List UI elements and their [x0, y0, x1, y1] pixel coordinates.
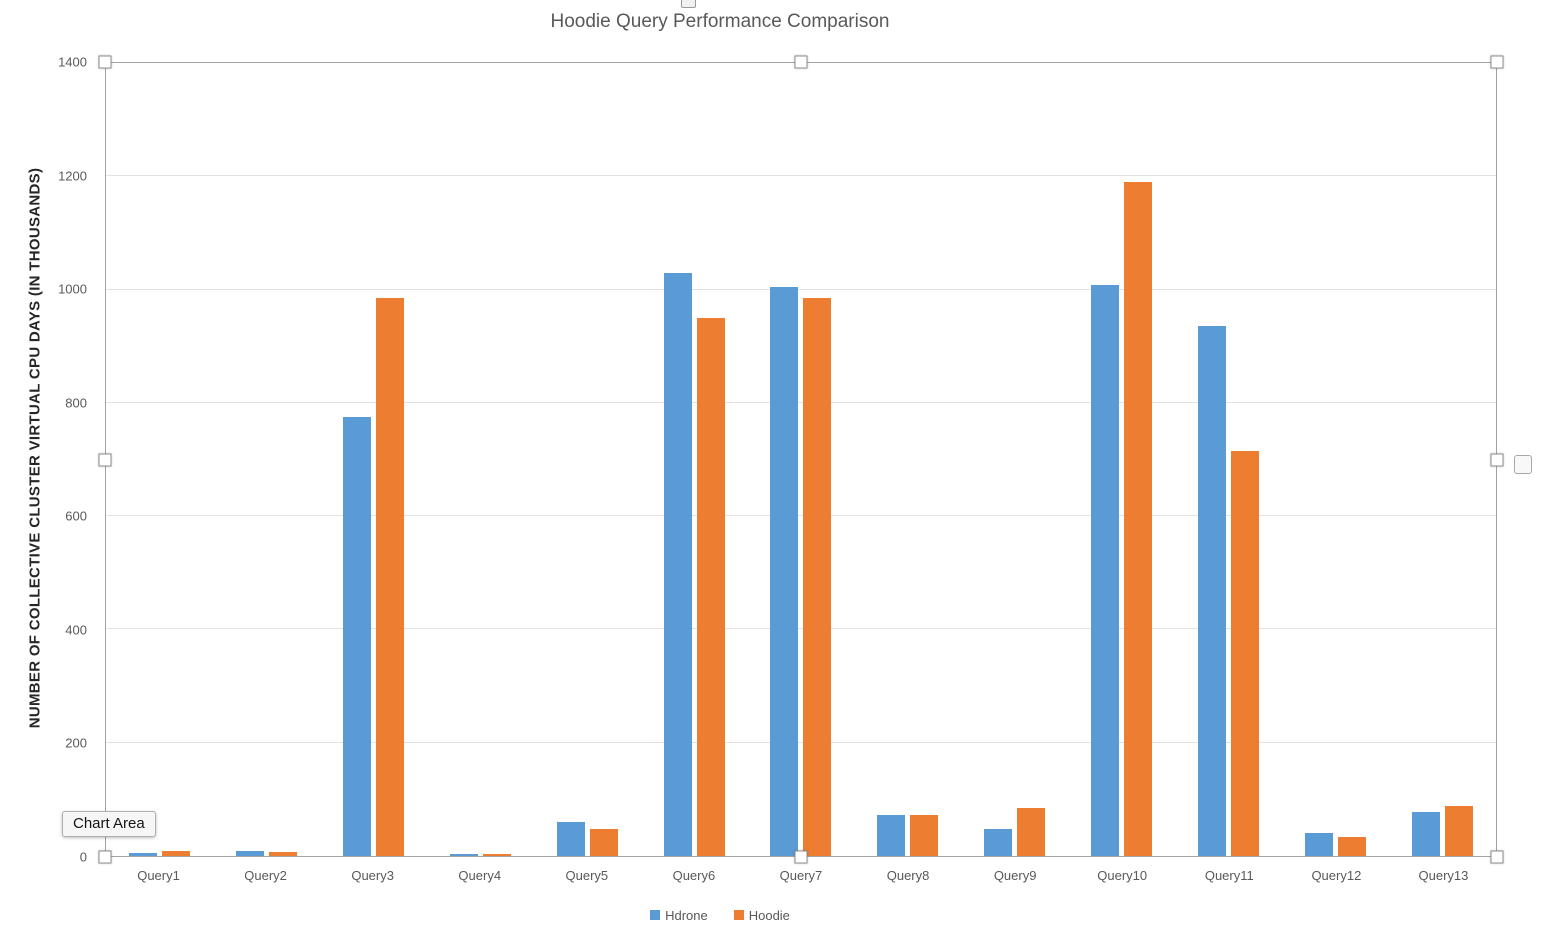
bar-hdrone-query4[interactable]: [449, 854, 478, 856]
selection-handle-mid-right[interactable]: [1490, 453, 1504, 467]
bar-hdrone-query13[interactable]: [1412, 811, 1441, 856]
selection-handle-bottom-left[interactable]: [98, 850, 112, 864]
y-tick-label-800: 800: [65, 395, 87, 411]
x-axis-label-query6: Query6: [672, 868, 716, 883]
gridline-600: [106, 515, 1496, 517]
bar-hdrone-query10[interactable]: [1091, 285, 1120, 856]
y-tick-label-200: 200: [65, 735, 87, 751]
bar-hdrone-query2[interactable]: [235, 851, 264, 856]
legend-label-hdrone: Hdrone: [665, 907, 708, 923]
bar-hoodie-query13[interactable]: [1445, 806, 1474, 856]
selection-handle-chart-right[interactable]: [1514, 455, 1532, 474]
selection-handle-top-left[interactable]: [98, 55, 112, 69]
bar-hoodie-query11[interactable]: [1231, 451, 1260, 856]
x-axis-label-query13: Query13: [1418, 868, 1469, 883]
bar-group-query4: [427, 63, 534, 856]
bar-hoodie-query7[interactable]: [803, 298, 832, 856]
bar-group-query12: [1282, 63, 1389, 856]
bar-group-query1: [106, 63, 213, 856]
legend[interactable]: Hdrone Hoodie: [105, 905, 1335, 925]
bar-hoodie-query9[interactable]: [1017, 807, 1046, 856]
bar-hoodie-query1[interactable]: [161, 851, 190, 856]
legend-item-hoodie[interactable]: Hoodie: [733, 907, 790, 923]
selection-handle-chart-top[interactable]: [681, 0, 696, 8]
bar-group-query2: [213, 63, 320, 856]
x-axis-label-query7: Query7: [779, 868, 823, 883]
bar-hoodie-query5[interactable]: [589, 828, 618, 856]
bar-hoodie-query2[interactable]: [268, 852, 297, 856]
bar-hdrone-query7[interactable]: [770, 286, 799, 856]
bar-hoodie-query6[interactable]: [696, 317, 725, 856]
x-axis-label-query1: Query1: [137, 868, 180, 883]
x-axis-label-query11: Query11: [1204, 868, 1254, 883]
selection-handle-bottom-right[interactable]: [1490, 850, 1504, 864]
x-axis-label-query10: Query10: [1097, 868, 1148, 883]
bar-group-query5: [534, 63, 641, 856]
bar-hoodie-query4[interactable]: [482, 853, 511, 856]
bar-hdrone-query1[interactable]: [128, 853, 157, 856]
bar-hdrone-query8[interactable]: [877, 815, 906, 856]
bar-hdrone-query6[interactable]: [663, 272, 692, 856]
legend-label-hoodie: Hoodie: [748, 907, 790, 923]
bar-group-query7: [748, 63, 855, 856]
y-tick-label-1000: 1000: [58, 281, 87, 297]
selection-handle-top-right[interactable]: [1490, 55, 1504, 69]
selection-handle-top-center[interactable]: [794, 55, 808, 69]
y-tick-label-400: 400: [65, 622, 87, 638]
x-axis-label-query3: Query3: [351, 868, 394, 883]
bar-hoodie-query3[interactable]: [375, 298, 404, 856]
gridline-800: [106, 401, 1496, 403]
x-axis-label-query9: Query9: [993, 868, 1037, 883]
gridline-200: [106, 741, 1496, 743]
x-axis-label-query2: Query2: [244, 868, 287, 883]
x-axis-label-query12: Query12: [1311, 868, 1362, 883]
bar-group-query6: [641, 63, 748, 856]
bar-group-query8: [854, 63, 961, 856]
y-tick-label-600: 600: [65, 508, 87, 524]
y-tick-label-1200: 1200: [58, 168, 87, 184]
legend-swatch-hoodie: [733, 910, 744, 920]
bar-hdrone-query5[interactable]: [556, 822, 585, 856]
bar-hdrone-query9[interactable]: [984, 828, 1013, 856]
selection-handle-bottom-center[interactable]: [794, 850, 808, 864]
x-axis-label-query8: Query8: [886, 868, 930, 883]
bar-hdrone-query11[interactable]: [1198, 326, 1227, 856]
bar-hoodie-query8[interactable]: [910, 815, 939, 856]
bar-group-query13: [1389, 63, 1496, 856]
selection-handle-mid-left[interactable]: [98, 453, 112, 467]
gridline-400: [106, 628, 1496, 630]
legend-item-hdrone[interactable]: Hdrone: [650, 908, 708, 923]
legend-swatch-hdrone: [650, 910, 661, 920]
chart-area-tooltip: Chart Area: [62, 811, 156, 837]
plot-area[interactable]: [105, 62, 1497, 857]
bar-group-query3: [320, 63, 427, 856]
bar-hoodie-query12[interactable]: [1338, 837, 1367, 856]
y-axis-ticks: 0 200 400 600 800 1000 1200 1400: [0, 55, 97, 865]
gridline-1200: [106, 175, 1496, 177]
bar-hdrone-query3[interactable]: [342, 417, 371, 856]
bar-hdrone-query12[interactable]: [1305, 833, 1334, 856]
chart-title[interactable]: Hoodie Query Performance Comparison: [550, 11, 890, 32]
x-axis-labels: Query1 Query2 Query3 Query4 Query5 Query6 Quer…: [105, 868, 1497, 888]
x-axis-label-query5: Query5: [565, 868, 609, 883]
bar-group-query10: [1068, 63, 1175, 856]
x-axis-label-query4: Query4: [458, 868, 502, 883]
bar-group-query11: [1175, 63, 1282, 856]
bar-group-query9: [961, 63, 1068, 856]
y-tick-label-1400: 1400: [58, 54, 87, 70]
y-tick-label-0: 0: [79, 849, 87, 865]
gridline-1000: [106, 288, 1496, 290]
bar-hoodie-query10[interactable]: [1124, 181, 1153, 856]
